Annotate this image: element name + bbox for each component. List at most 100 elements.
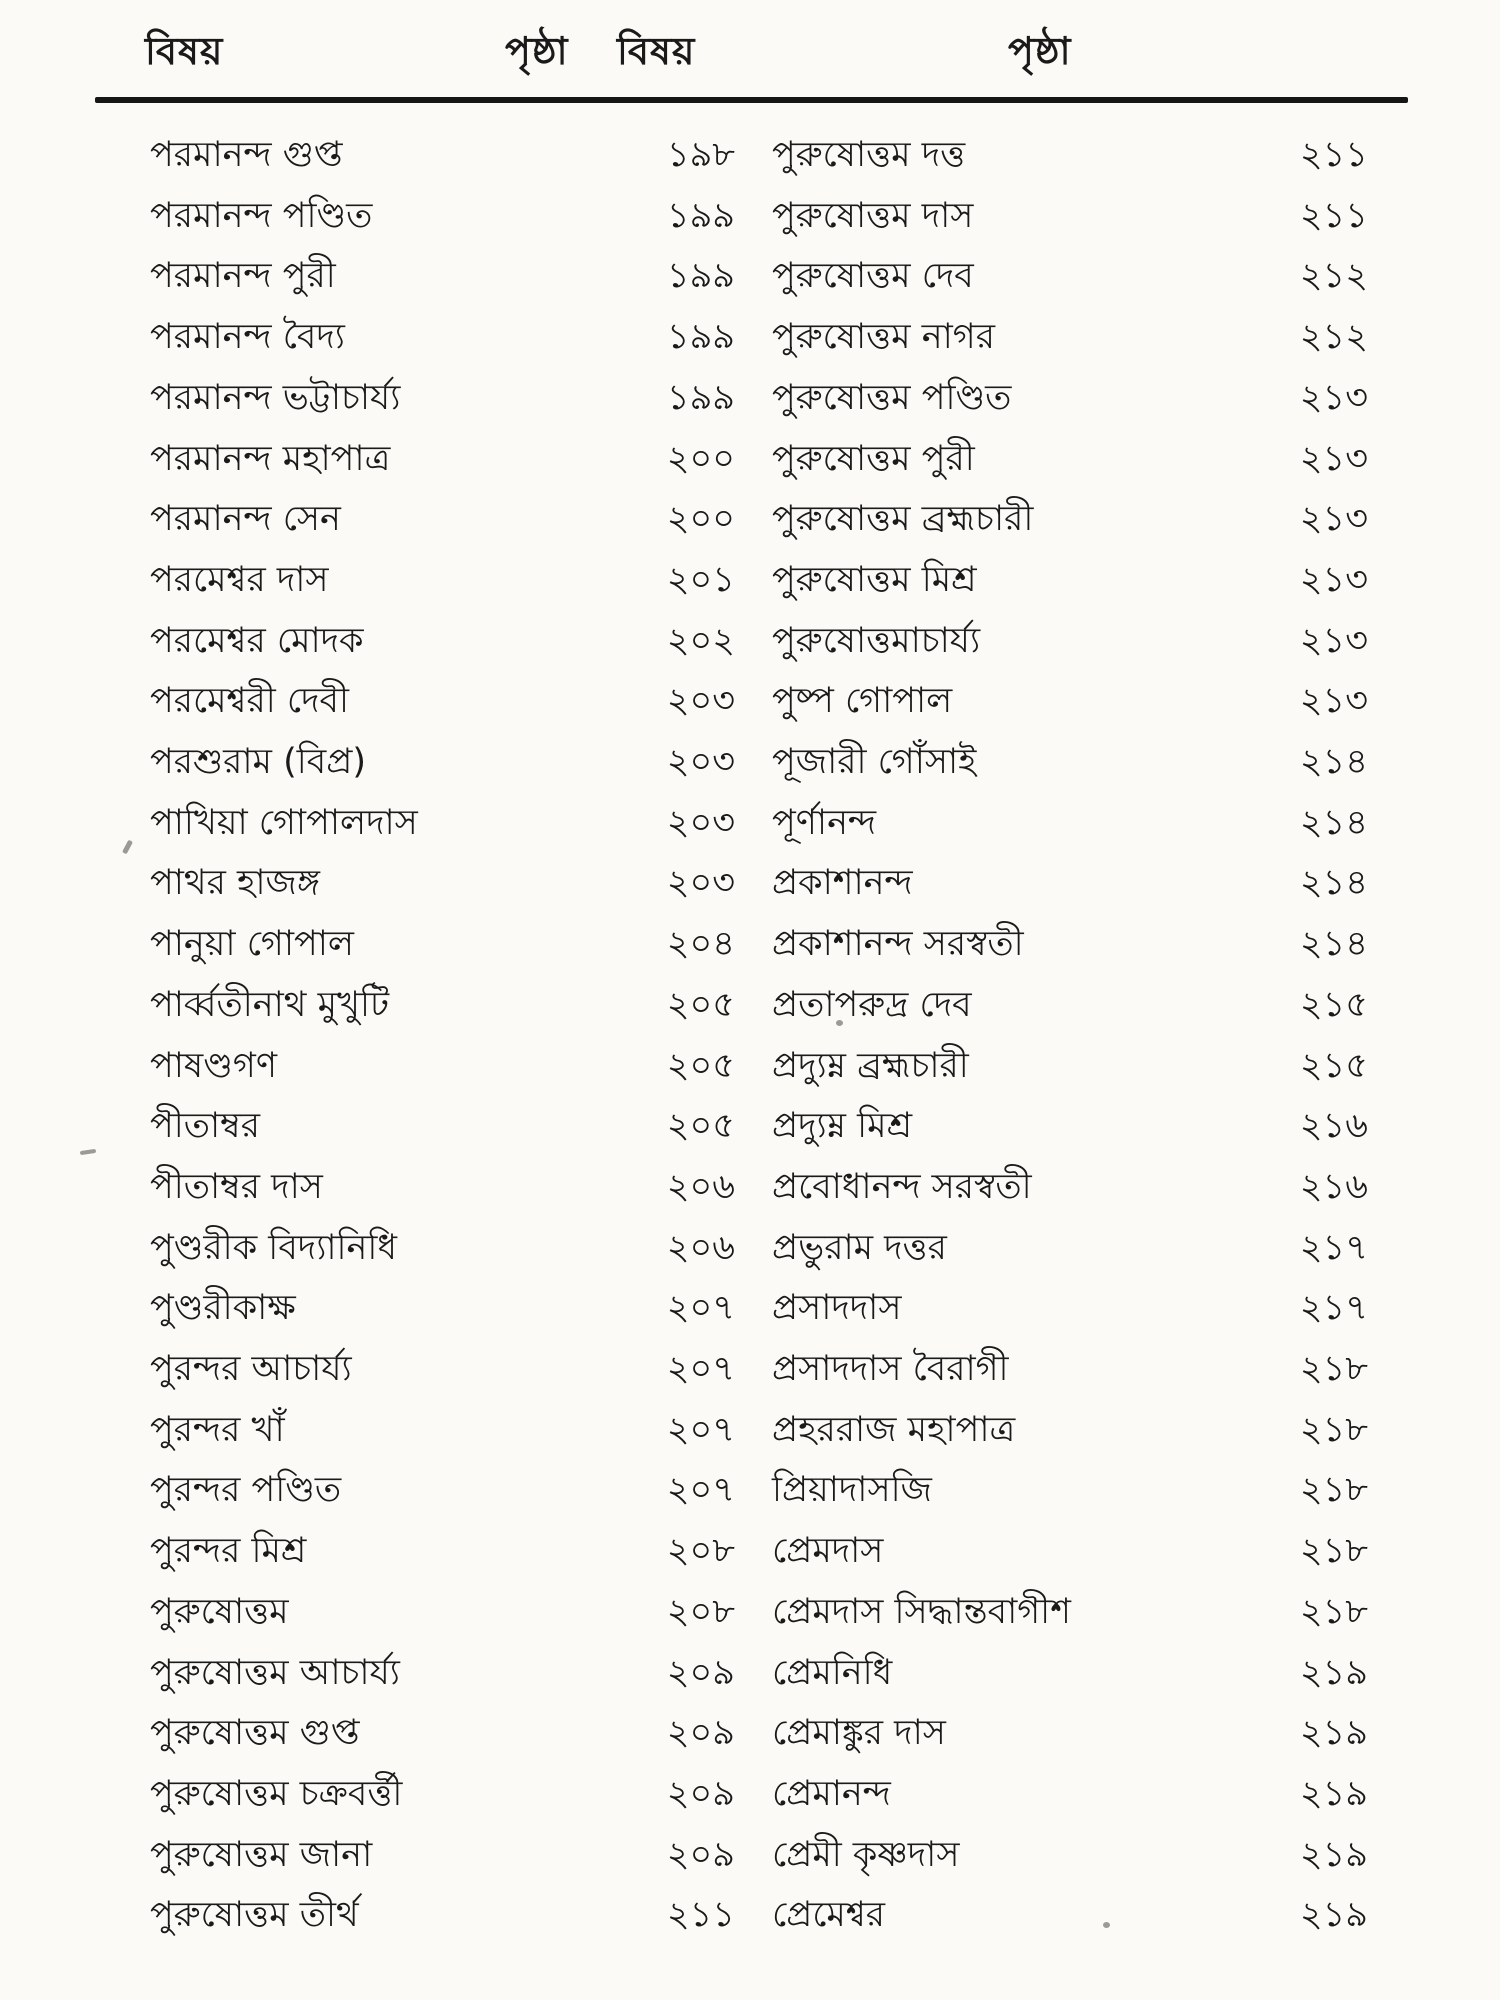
index-entry-name: পুণ্ডরীক বিদ্যানিধি xyxy=(150,1228,398,1268)
index-entry-page: ২১২ xyxy=(1299,256,1368,296)
index-entry-name: পুরুষোত্তম দাস xyxy=(772,196,974,236)
index-entry-name: পানুয়া গোপাল xyxy=(150,924,354,964)
index-entry-name: পরমানন্দ সেন xyxy=(150,499,341,539)
index-entry-name: প্রসাদদাস xyxy=(772,1288,902,1328)
header-page-right: পৃষ্ঠা xyxy=(1008,29,1072,73)
index-entry-page: ২০৭ xyxy=(666,1349,735,1389)
index-entry-name: পূর্ণানন্দ xyxy=(772,803,877,843)
index-entry-page: ২০৭ xyxy=(666,1410,735,1450)
index-entry-page: ২১৪ xyxy=(1299,803,1368,843)
index-entry-name: প্রেমদাস সিদ্ধান্তবাগীশ xyxy=(772,1592,1071,1632)
index-entry-page: ২০৭ xyxy=(666,1288,735,1328)
index-entry-name: পুরুষোত্তম তীর্থ xyxy=(150,1895,359,1935)
index-entry-name: প্রভুরাম দত্তর xyxy=(772,1228,947,1268)
index-entry-page: ২১৪ xyxy=(1299,863,1368,903)
index-entry-name: প্রেমাঙ্কুর দাস xyxy=(772,1713,946,1753)
index-entry-name: পুণ্ডরীকাক্ষ xyxy=(150,1288,296,1328)
index-entry-page: ২০৩ xyxy=(666,863,735,903)
index-entry-page: ২১৩ xyxy=(1299,621,1368,661)
index-entry-name: প্রসাদদাস বৈরাগী xyxy=(772,1349,1009,1389)
index-entry-name: প্রেমানন্দ xyxy=(772,1774,891,1814)
index-entry-name: প্রেমেশ্বর xyxy=(772,1895,886,1935)
index-entry-name: পুরুষোত্তম জানা xyxy=(150,1835,373,1875)
index-entry-name: পুরন্দর মিশ্র xyxy=(150,1531,307,1571)
index-entry-name: পুরুষোত্তম ব্রহ্মচারী xyxy=(772,499,1034,539)
index-entry-page: ২১৩ xyxy=(1299,378,1368,418)
index-entry-page: ২১৭ xyxy=(1299,1228,1368,1268)
index-entry-name: পরমানন্দ ভট্টাচার্য্য xyxy=(150,378,401,418)
index-entry-page: ২১২ xyxy=(1299,317,1368,357)
index-entry-page: ২০৯ xyxy=(666,1713,735,1753)
index-entry-name: প্রিয়াদাসজি xyxy=(772,1470,932,1510)
scan-artifact xyxy=(1103,1922,1110,1928)
index-entry-page: ২০১ xyxy=(666,560,735,600)
index-entry-page: ২১৫ xyxy=(1299,1046,1368,1086)
index-entry-page: ২০৪ xyxy=(666,924,735,964)
index-entry-page: ২০৩ xyxy=(666,742,735,782)
index-entry-page: ২১৮ xyxy=(1299,1349,1368,1389)
index-entry-name: পুরন্দর পণ্ডিত xyxy=(150,1470,342,1510)
index-entry-name: পুরুষোত্তম নাগর xyxy=(772,317,995,357)
index-entry-name: পুরুষোত্তম দত্ত xyxy=(772,135,966,175)
index-entry-name: পুরুষোত্তম পণ্ডিত xyxy=(772,378,1012,418)
index-entry-name: পুরুষোত্তমাচার্য্য xyxy=(772,621,981,661)
index-entry-name: পরমেশ্বরী দেবী xyxy=(150,681,349,721)
index-entry-name: পুষ্প গোপাল xyxy=(772,681,953,721)
index-entry-name: পাখিয়া গোপালদাস xyxy=(150,803,418,843)
scan-artifact xyxy=(79,1148,97,1156)
index-entry-name: পরশুরাম (বিপ্র) xyxy=(150,742,367,782)
index-entry-name: পুরুষোত্তম পুরী xyxy=(772,439,975,479)
index-entry-name: পীতাম্বর xyxy=(150,1106,261,1146)
index-entry-page: ২১৩ xyxy=(1299,681,1368,721)
index-entry-page: ২০৬ xyxy=(666,1228,735,1268)
index-entry-name: পুরুষোত্তম দেব xyxy=(772,256,974,296)
index-entry-name: পরমানন্দ পণ্ডিত xyxy=(150,196,373,236)
index-entry-page: ২০৬ xyxy=(666,1167,735,1207)
index-entry-page: ২০০ xyxy=(666,439,735,479)
scan-artifact xyxy=(836,1020,843,1026)
index-entry-name: প্রতাপরুদ্র দেব xyxy=(772,985,972,1025)
index-entry-page: ২০০ xyxy=(666,499,735,539)
index-entry-page: ২১৯ xyxy=(1299,1653,1368,1693)
index-entry-name: পূজারী গোঁসাই xyxy=(772,742,977,782)
index-entry-name: পরমেশ্বর মোদক xyxy=(150,621,364,661)
index-entry-name: প্রবোধানন্দ সরস্বতী xyxy=(772,1167,1032,1207)
index-entry-page: ২০৭ xyxy=(666,1470,735,1510)
index-entry-page: ২০৫ xyxy=(666,1106,735,1146)
index-entry-page: ২০৯ xyxy=(666,1835,735,1875)
index-entry-name: পরমানন্দ পুরী xyxy=(150,256,336,296)
index-entry-page: ২০৩ xyxy=(666,681,735,721)
index-entry-name: প্রেমনিধি xyxy=(772,1653,893,1693)
index-entry-page: ২১৫ xyxy=(1299,985,1368,1025)
index-entry-page: ২১৯ xyxy=(1299,1713,1368,1753)
index-entry-page: ২১৯ xyxy=(1299,1895,1368,1935)
index-entry-name: পুরুষোত্তম মিশ্র xyxy=(772,560,977,600)
index-entry-name: প্রকাশানন্দ সরস্বতী xyxy=(772,924,1024,964)
index-entry-name: প্রদ্যুম্ন মিশ্র xyxy=(772,1106,913,1146)
index-entry-page: ২১৪ xyxy=(1299,742,1368,782)
index-entry-name: প্রেমদাস xyxy=(772,1531,884,1571)
index-entry-name: পুরুষোত্তম আচার্য্য xyxy=(150,1653,400,1693)
header-rule xyxy=(95,97,1408,103)
index-entry-page: ২১৩ xyxy=(1299,499,1368,539)
index-entry-page: ২১৭ xyxy=(1299,1288,1368,1328)
index-entry-page: ২১৮ xyxy=(1299,1410,1368,1450)
index-entry-page: ২০৮ xyxy=(666,1531,735,1571)
scan-artifact xyxy=(122,839,133,855)
index-entry-page: ২০৯ xyxy=(666,1774,735,1814)
index-entry-page: ২১৯ xyxy=(1299,1835,1368,1875)
index-entry-name: পরমানন্দ মহাপাত্র xyxy=(150,439,391,479)
index-entry-page: ২১১ xyxy=(666,1895,735,1935)
index-entry-name: পুরন্দর খাঁ xyxy=(150,1410,285,1450)
index-entry-page: ২১৯ xyxy=(1299,1774,1368,1814)
index-entry-name: প্রেমী কৃষ্ণদাস xyxy=(772,1835,960,1875)
index-entry-page: ২০৯ xyxy=(666,1653,735,1693)
index-entry-name: পুরুষোত্তম গুপ্ত xyxy=(150,1713,360,1753)
index-entry-name: পীতাম্বর দাস xyxy=(150,1167,323,1207)
index-entry-page: ২১৮ xyxy=(1299,1470,1368,1510)
index-entry-page: ২০৫ xyxy=(666,1046,735,1086)
index-entry-page: ২১১ xyxy=(1299,135,1368,175)
index-entry-page: ১৯৮ xyxy=(666,135,735,175)
index-entry-name: পাষণ্ডগণ xyxy=(150,1046,277,1086)
